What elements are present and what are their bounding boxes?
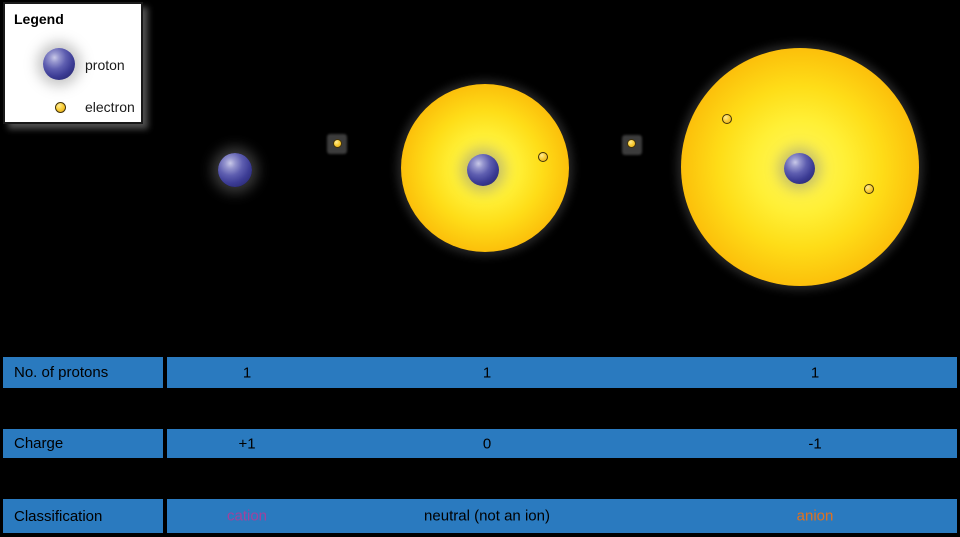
anion-proton <box>784 153 815 184</box>
row-values-classification: cation neutral (not an ion) anion <box>167 499 957 533</box>
table-row-protons: No. of protons 1 1 1 <box>0 354 960 391</box>
legend-panel: Legend proton electron <box>3 2 143 124</box>
charge-value-neutral: 0 <box>482 435 492 452</box>
classification-value-neutral: neutral (not an ion) <box>424 507 550 525</box>
row-label-classification: Classification <box>3 499 167 533</box>
legend-electron-label: electron <box>85 99 135 115</box>
anion-electron-2 <box>864 184 874 194</box>
protons-value-cation: 1 <box>242 364 252 381</box>
anion-electron-1 <box>722 114 732 124</box>
free-electron-2 <box>627 139 636 148</box>
classification-value-anion: anion <box>796 507 834 525</box>
cation-proton <box>218 153 252 187</box>
electron-dot-icon <box>55 102 66 113</box>
row-values-protons: 1 1 1 <box>167 357 957 388</box>
table-row-classification: Classification cation neutral (not an io… <box>0 496 960 536</box>
table-row-charge: Charge +1 0 -1 <box>0 426 960 461</box>
neutral-atom-electron <box>538 152 548 162</box>
charge-value-cation: +1 <box>238 435 256 452</box>
row-values-charge: +1 0 -1 <box>167 429 957 458</box>
charge-value-anion: -1 <box>808 435 822 452</box>
classification-value-cation: cation <box>226 507 268 525</box>
neutral-atom-proton <box>467 154 499 186</box>
free-electron-1 <box>333 139 342 148</box>
legend-proton-label: proton <box>85 57 125 73</box>
proton-sphere-icon <box>43 48 75 80</box>
row-label-charge: Charge <box>3 429 167 458</box>
protons-value-anion: 1 <box>810 364 820 381</box>
legend-title: Legend <box>14 11 64 27</box>
protons-value-neutral: 1 <box>482 364 492 381</box>
row-label-protons: No. of protons <box>3 357 167 388</box>
